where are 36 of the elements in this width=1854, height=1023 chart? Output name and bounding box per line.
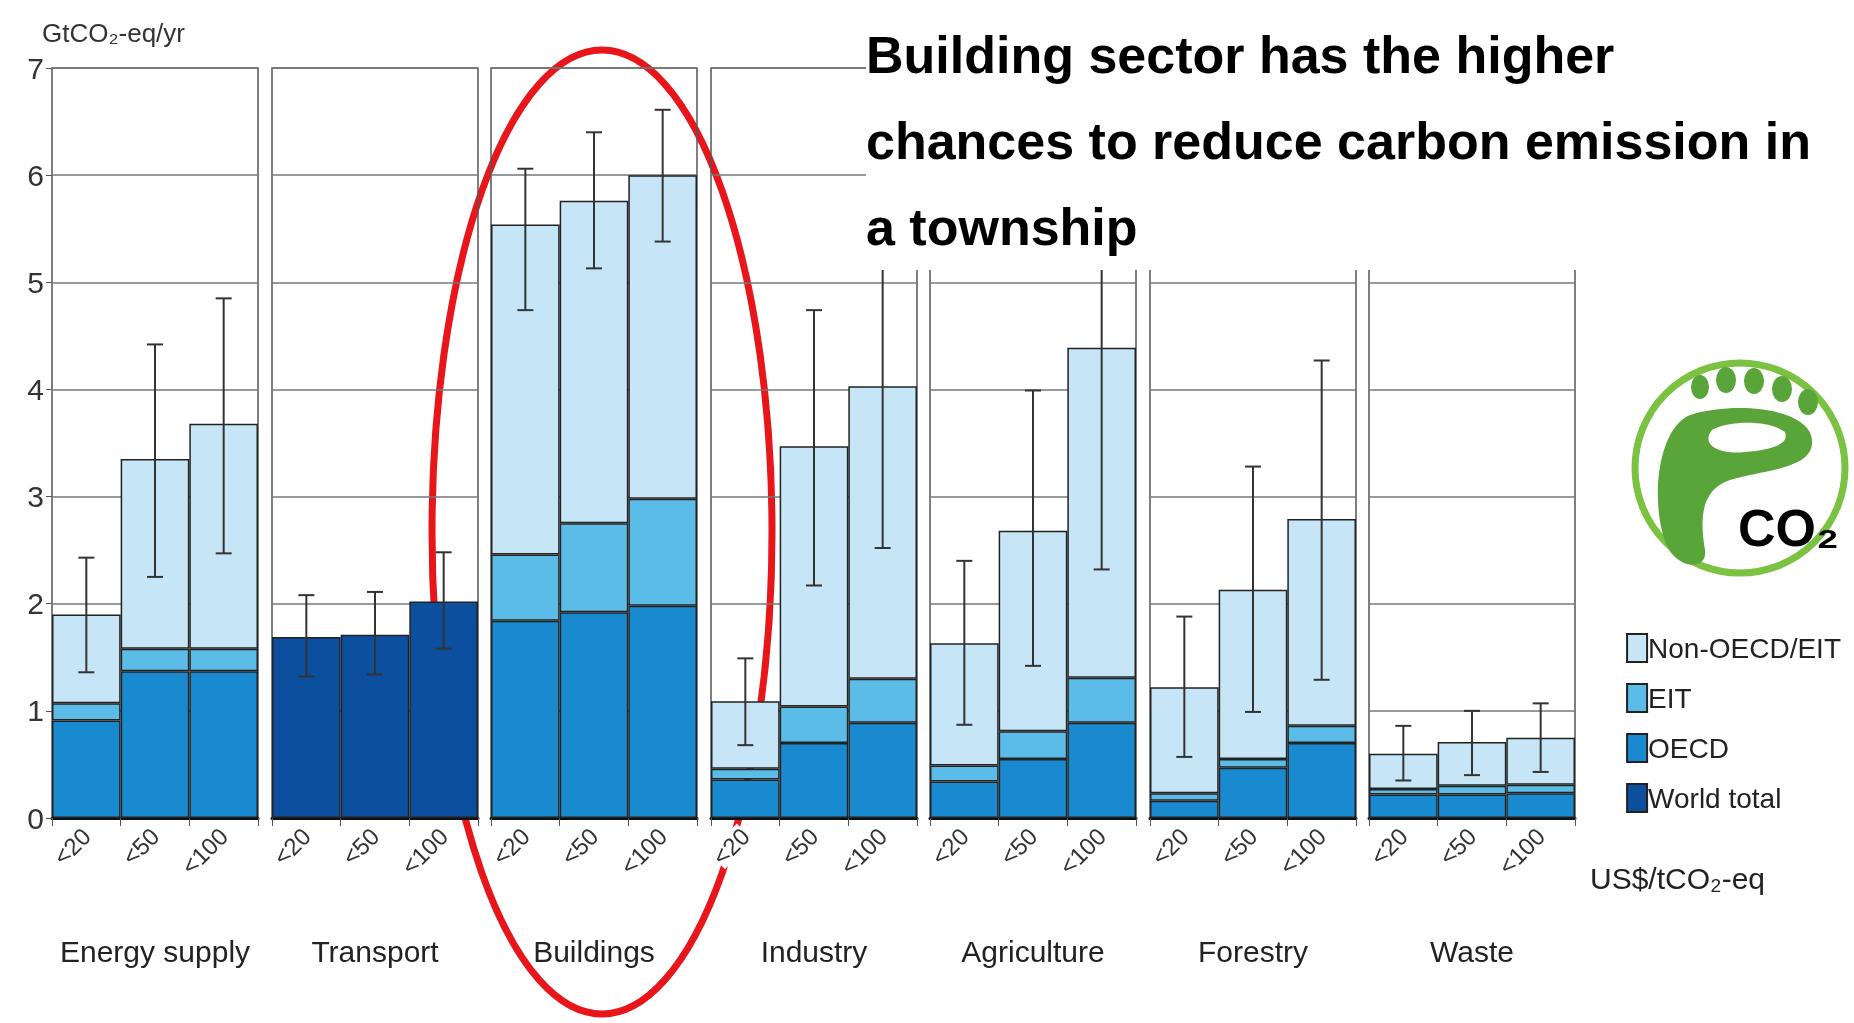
text: Building sector has the higher chances to reduce carbon emission in a township xyxy=(866,12,1826,270)
x-axis-title: Forestry xyxy=(1197,934,1308,968)
y-tick-label: 3 xyxy=(27,480,44,514)
x-tick-label: <50 xyxy=(1214,822,1263,871)
legend-label: EIT xyxy=(1648,682,1693,714)
x-tick-label: <20 xyxy=(487,822,536,871)
x-tick-label: <20 xyxy=(267,822,316,871)
x-axis-title: Energy supply xyxy=(59,934,251,968)
y-axis-title: GtCO₂-eq/yr xyxy=(42,18,186,48)
legend-label: World total xyxy=(1648,782,1782,814)
x-tick-label: <50 xyxy=(994,822,1043,871)
x-tick-label: <50 xyxy=(116,822,165,871)
x-axis-title: Transport xyxy=(310,934,439,968)
y-tick-label: 2 xyxy=(27,587,44,621)
text: US$/tCO₂-eq xyxy=(1590,862,1766,896)
x-tick-label: <50 xyxy=(1434,822,1482,871)
y-tick-label: 5 xyxy=(27,265,44,299)
x-tick-label: <20 xyxy=(48,822,96,871)
x-tick-label: <20 xyxy=(1145,822,1194,871)
y-tick-label: 0 xyxy=(27,801,44,835)
x-tick-label: <20 xyxy=(1365,822,1414,871)
x-axis-title: Buildings xyxy=(533,934,656,968)
y-tick-label: 7 xyxy=(27,51,44,85)
x-axis-title: Agriculture xyxy=(961,934,1105,968)
x-axis-title: Waste xyxy=(1430,934,1515,968)
x-tick-label: <20 xyxy=(706,822,755,871)
x-tick-label: <50 xyxy=(775,822,824,871)
y-tick-label: 1 xyxy=(27,694,44,728)
y-tick-label: 4 xyxy=(27,372,44,406)
x-tick-label: <50 xyxy=(555,822,604,871)
legend-label: Non-OECD/EIT xyxy=(1648,632,1842,664)
x-tick-label: <50 xyxy=(336,822,385,871)
legend-label: OECD xyxy=(1648,732,1730,764)
y-tick-label: 6 xyxy=(27,158,44,192)
x-tick-label: <20 xyxy=(926,822,975,871)
x-axis-title: Industry xyxy=(760,934,868,968)
